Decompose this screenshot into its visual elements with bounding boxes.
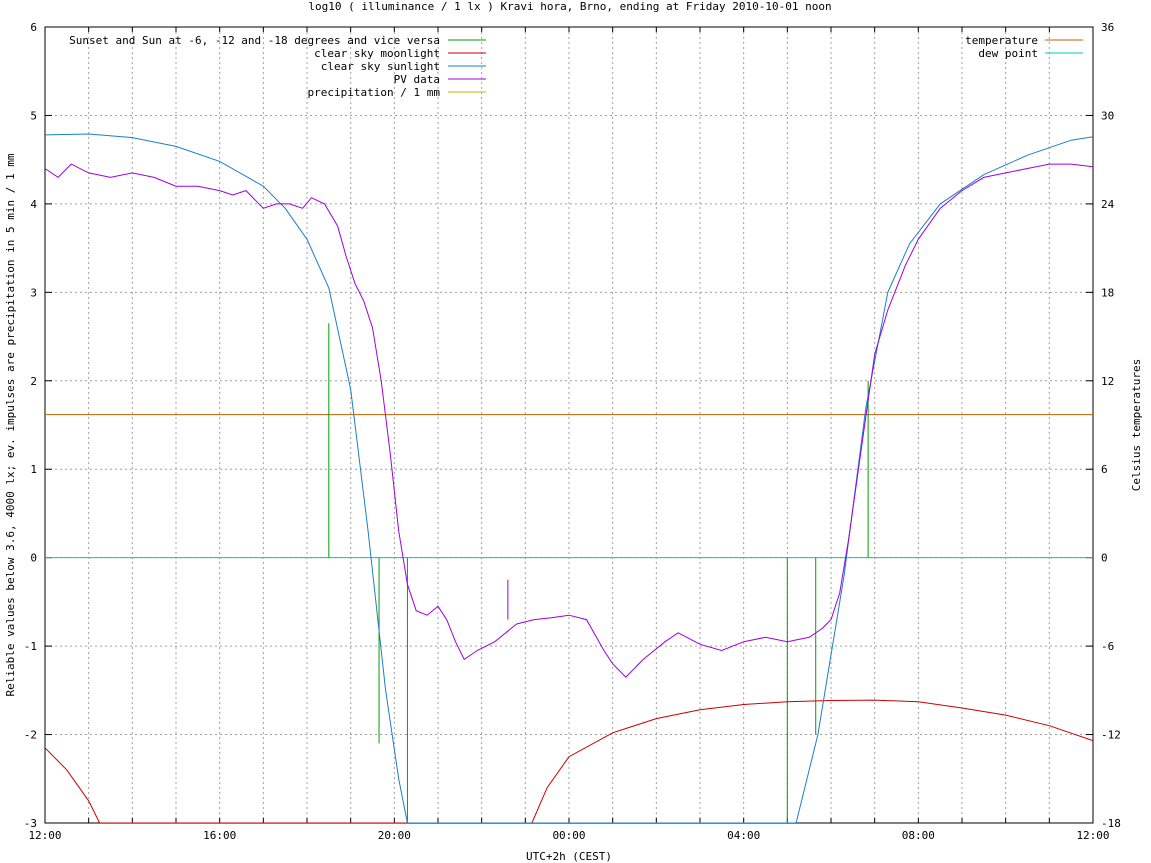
y2-axis-label: Celsius temperatures bbox=[1130, 359, 1143, 491]
legend-label: precipitation / 1 mm bbox=[308, 86, 441, 99]
y2-tick-label: 6 bbox=[1101, 463, 1108, 476]
legend-label: temperature bbox=[965, 34, 1038, 47]
x-tick-label: 16:00 bbox=[203, 829, 236, 842]
legend-label: PV data bbox=[394, 73, 440, 86]
x-tick-label: 04:00 bbox=[727, 829, 760, 842]
y2-tick-label: 18 bbox=[1101, 286, 1114, 299]
y-tick-label: 2 bbox=[30, 375, 37, 388]
legend-label: dew point bbox=[978, 47, 1038, 60]
legend-label: clear sky moonlight bbox=[314, 47, 440, 60]
y-tick-label: -2 bbox=[24, 729, 37, 742]
y2-tick-label: 36 bbox=[1101, 21, 1114, 34]
y2-tick-label: -18 bbox=[1101, 817, 1121, 830]
y-tick-label: 1 bbox=[30, 463, 37, 476]
x-tick-label: 12:00 bbox=[28, 829, 61, 842]
y-tick-label: -3 bbox=[24, 817, 37, 830]
y-tick-label: -1 bbox=[24, 640, 37, 653]
legend-label: Sunset and Sun at -6, -12 and -18 degree… bbox=[69, 34, 440, 47]
series-layer bbox=[45, 133, 1093, 823]
y2-tick-label: 12 bbox=[1101, 375, 1114, 388]
y-tick-label: 6 bbox=[30, 21, 37, 34]
y2-tick-label: 0 bbox=[1101, 552, 1108, 565]
x-axis-label: UTC+2h (CEST) bbox=[526, 850, 612, 863]
y-tick-label: 0 bbox=[30, 552, 37, 565]
grid-lines bbox=[45, 27, 1093, 823]
axis-ticks: 12:00 16:00 20:00 00:00 04:00 08:00 12:00-3-2-… bbox=[24, 21, 1121, 842]
pv-data-line bbox=[45, 163, 1093, 678]
y-tick-label: 3 bbox=[30, 286, 37, 299]
x-tick-label: 20:00 bbox=[378, 829, 411, 842]
moonlight-line bbox=[45, 699, 1093, 823]
legend: Sunset and Sun at -6, -12 and -18 degree… bbox=[69, 34, 1083, 99]
y-axis-label: Reliable values below 3.6, 4000 lx; ev. … bbox=[4, 153, 17, 696]
legend-label: clear sky sunlight bbox=[321, 60, 440, 73]
y2-tick-label: 30 bbox=[1101, 109, 1114, 122]
x-tick-label: 12:00 bbox=[1076, 829, 1109, 842]
sunlight-line bbox=[45, 133, 1093, 823]
y2-tick-label: -12 bbox=[1101, 729, 1121, 742]
y-tick-label: 4 bbox=[30, 198, 37, 211]
x-tick-label: 08:00 bbox=[902, 829, 935, 842]
chart-title: log10 ( illuminance / 1 lx ) Kravi hora,… bbox=[308, 0, 831, 13]
y2-tick-label: -6 bbox=[1101, 640, 1114, 653]
x-tick-label: 00:00 bbox=[552, 829, 585, 842]
y-tick-label: 5 bbox=[30, 109, 37, 122]
y2-tick-label: 24 bbox=[1101, 198, 1115, 211]
series-group bbox=[45, 133, 1093, 823]
